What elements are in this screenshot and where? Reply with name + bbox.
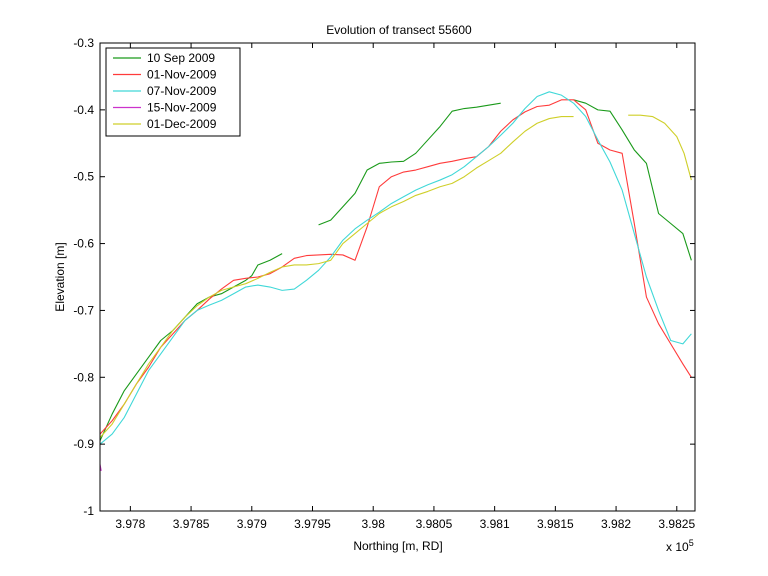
- y-tick-label: -1: [83, 504, 94, 518]
- x-tick-label: 3.9815: [537, 517, 574, 531]
- series-line: [99, 99, 692, 435]
- legend-label: 10 Sep 2009: [147, 51, 215, 65]
- x-tick-label: 3.978: [115, 517, 145, 531]
- x-tick-label: 3.9795: [294, 517, 331, 531]
- series-line: [99, 253, 283, 442]
- series-0: [99, 99, 692, 442]
- series-line: [99, 91, 692, 445]
- series-2: [99, 91, 692, 445]
- y-tick-label: -0.5: [73, 170, 94, 184]
- x-axis-multiplier-base: x 10: [666, 540, 689, 554]
- y-axis-ticks: -1 -0.9 -0.8 -0.7 -0.6 -0.5 -0.4 -0.3: [73, 36, 695, 518]
- legend-label: 15-Nov-2009: [147, 101, 217, 115]
- y-tick-label: -0.8: [73, 370, 94, 384]
- x-tick-label: 3.981: [480, 517, 510, 531]
- series-layer: [99, 91, 692, 471]
- y-tick-label: -0.7: [73, 303, 94, 317]
- x-tick-label: 3.9825: [658, 517, 695, 531]
- y-axis-label: Elevation [m]: [53, 242, 67, 311]
- x-axis-multiplier: x 105: [666, 538, 694, 554]
- legend-label: 01-Dec-2009: [147, 117, 217, 131]
- x-tick-label: 3.9805: [416, 517, 453, 531]
- series-4: [99, 114, 692, 438]
- legend-box: [105, 47, 241, 137]
- x-axis-ticks: 3.978 3.9785 3.979 3.9795 3.98 3.9805 3.981 3.9…: [115, 43, 695, 531]
- y-tick-label: -0.4: [73, 103, 94, 117]
- series-1: [99, 99, 692, 435]
- x-axis-label: Northing [m, RD]: [353, 539, 442, 553]
- x-axis-multiplier-exponent: 5: [689, 538, 694, 548]
- series-line: [99, 115, 574, 438]
- y-tick-label: -0.6: [73, 237, 94, 251]
- x-tick-label: 3.9785: [173, 517, 210, 531]
- series-line: [573, 99, 692, 261]
- legend: 10 Sep 2009 01-Nov-2009 07-Nov-2009 15-Nov-…: [105, 47, 241, 137]
- series-line: [628, 114, 692, 181]
- chart-title: Evolution of transect 55600: [326, 23, 472, 37]
- x-tick-label: 3.982: [601, 517, 631, 531]
- x-tick-label: 3.98: [362, 517, 386, 531]
- series-line: [318, 102, 501, 226]
- legend-label: 07-Nov-2009: [147, 84, 217, 98]
- y-tick-label: -0.9: [73, 437, 94, 451]
- axes-box: [99, 42, 696, 512]
- y-tick-label: -0.3: [73, 36, 94, 50]
- legend-label: 01-Nov-2009: [147, 68, 217, 82]
- x-tick-label: 3.979: [237, 517, 267, 531]
